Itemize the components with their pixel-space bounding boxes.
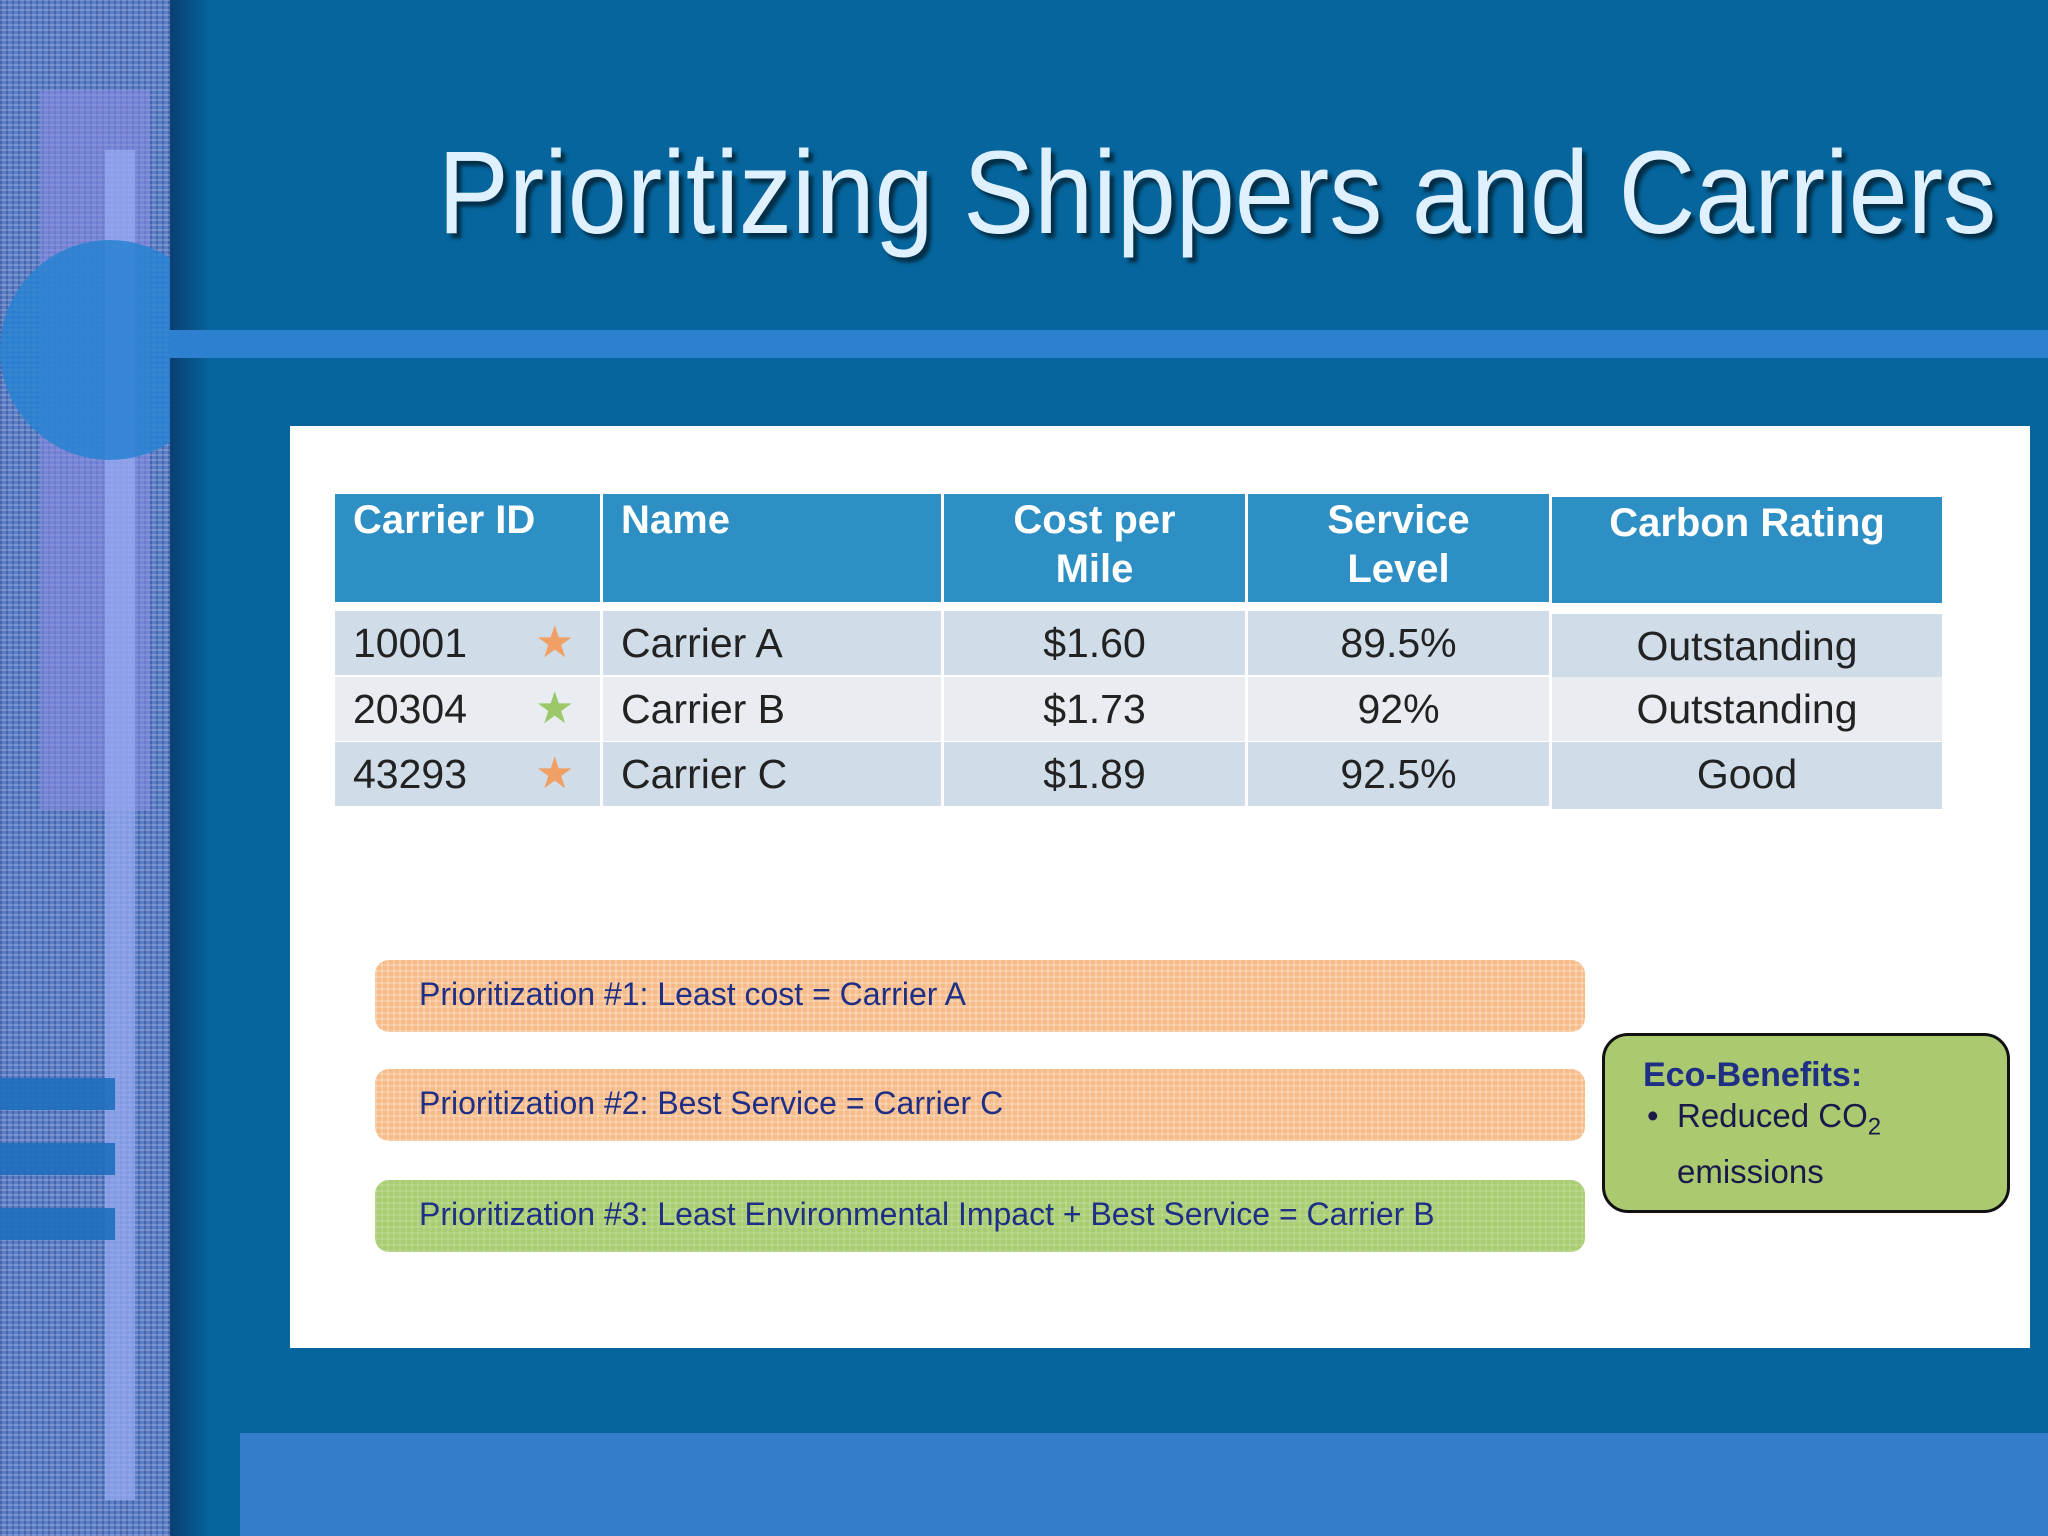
decorative-dash <box>0 1078 115 1110</box>
table-cell-id: 20304 ★ <box>335 677 600 741</box>
table-cell-service: 92% <box>1248 677 1549 741</box>
table-cell-service: 92.5% <box>1248 742 1549 806</box>
content-panel: Carrier ID Name Cost per Mile Service Le… <box>290 426 2030 1348</box>
table-cell-name: Carrier C <box>603 742 941 806</box>
table-cell-carbon: Good <box>1552 742 1942 809</box>
decorative-dash <box>0 1143 115 1175</box>
table-cell-cost: $1.73 <box>944 677 1245 741</box>
header-service-level: Service Level <box>1248 494 1549 602</box>
header-service-line1: Service <box>1327 498 1470 542</box>
eco-bullet-subscript: 2 <box>1867 1113 1882 1141</box>
prioritization-3-bar: Prioritization #3: Least Environmental I… <box>375 1180 1585 1252</box>
header-cost-per-mile: Cost per Mile <box>944 494 1245 602</box>
prioritization-1-bar: Prioritization #1: Least cost = Carrier … <box>375 960 1585 1032</box>
table-cell-id: 43293 ★ <box>335 742 600 806</box>
star-icon: ★ <box>535 749 575 798</box>
header-carbon-rating: Carbon Rating <box>1552 497 1942 603</box>
decorative-circle <box>0 240 170 460</box>
decorative-dash <box>0 1208 115 1240</box>
table-cell-name: Carrier A <box>603 611 941 675</box>
header-carrier-id: Carrier ID <box>335 494 600 602</box>
eco-bullet-text: Reduced CO <box>1677 1097 1868 1134</box>
accent-bar-top <box>170 330 2048 358</box>
table-cell-carbon: Outstanding <box>1552 614 1942 678</box>
accent-bar-bottom <box>240 1433 2048 1536</box>
eco-benefits-bullet: • Reduced CO2 emissions <box>1643 1094 2007 1194</box>
slide-title: Prioritizing Shippers and Carriers <box>438 127 1997 259</box>
prioritization-2-bar: Prioritization #2: Best Service = Carrie… <box>375 1069 1585 1141</box>
header-service-line2: Level <box>1347 547 1450 591</box>
eco-benefits-heading: Eco-Benefits: <box>1643 1056 1863 1094</box>
table-cell-name: Carrier B <box>603 677 941 741</box>
eco-bullet-text-line2: emissions <box>1677 1152 1824 1190</box>
table-cell-carbon: Outstanding <box>1552 677 1942 741</box>
header-carrier-id-text: Carrier ID <box>353 498 536 542</box>
decorative-texture-strip <box>0 0 170 1536</box>
decorative-shadow <box>170 0 210 1536</box>
cell-id-text: 20304 <box>353 686 468 732</box>
cell-id-text: 43293 <box>353 751 468 797</box>
header-carbon-text: Carbon Rating <box>1609 501 1885 545</box>
header-cost-line2: Mile <box>1055 547 1134 591</box>
header-name-text: Name <box>621 498 730 542</box>
table-cell-service: 89.5% <box>1248 611 1549 675</box>
bullet-icon: • <box>1647 1097 1659 1134</box>
table-cell-cost: $1.89 <box>944 742 1245 806</box>
header-name: Name <box>603 494 941 602</box>
star-icon: ★ <box>535 684 575 733</box>
table-cell-cost: $1.60 <box>944 611 1245 675</box>
header-cost-line1: Cost per <box>1013 498 1176 542</box>
cell-id-text: 10001 <box>353 620 468 666</box>
eco-benefits-callout: Eco-Benefits: • Reduced CO2 emissions <box>1602 1033 2010 1213</box>
star-icon: ★ <box>535 618 575 667</box>
table-cell-id: 10001 ★ <box>335 611 600 675</box>
